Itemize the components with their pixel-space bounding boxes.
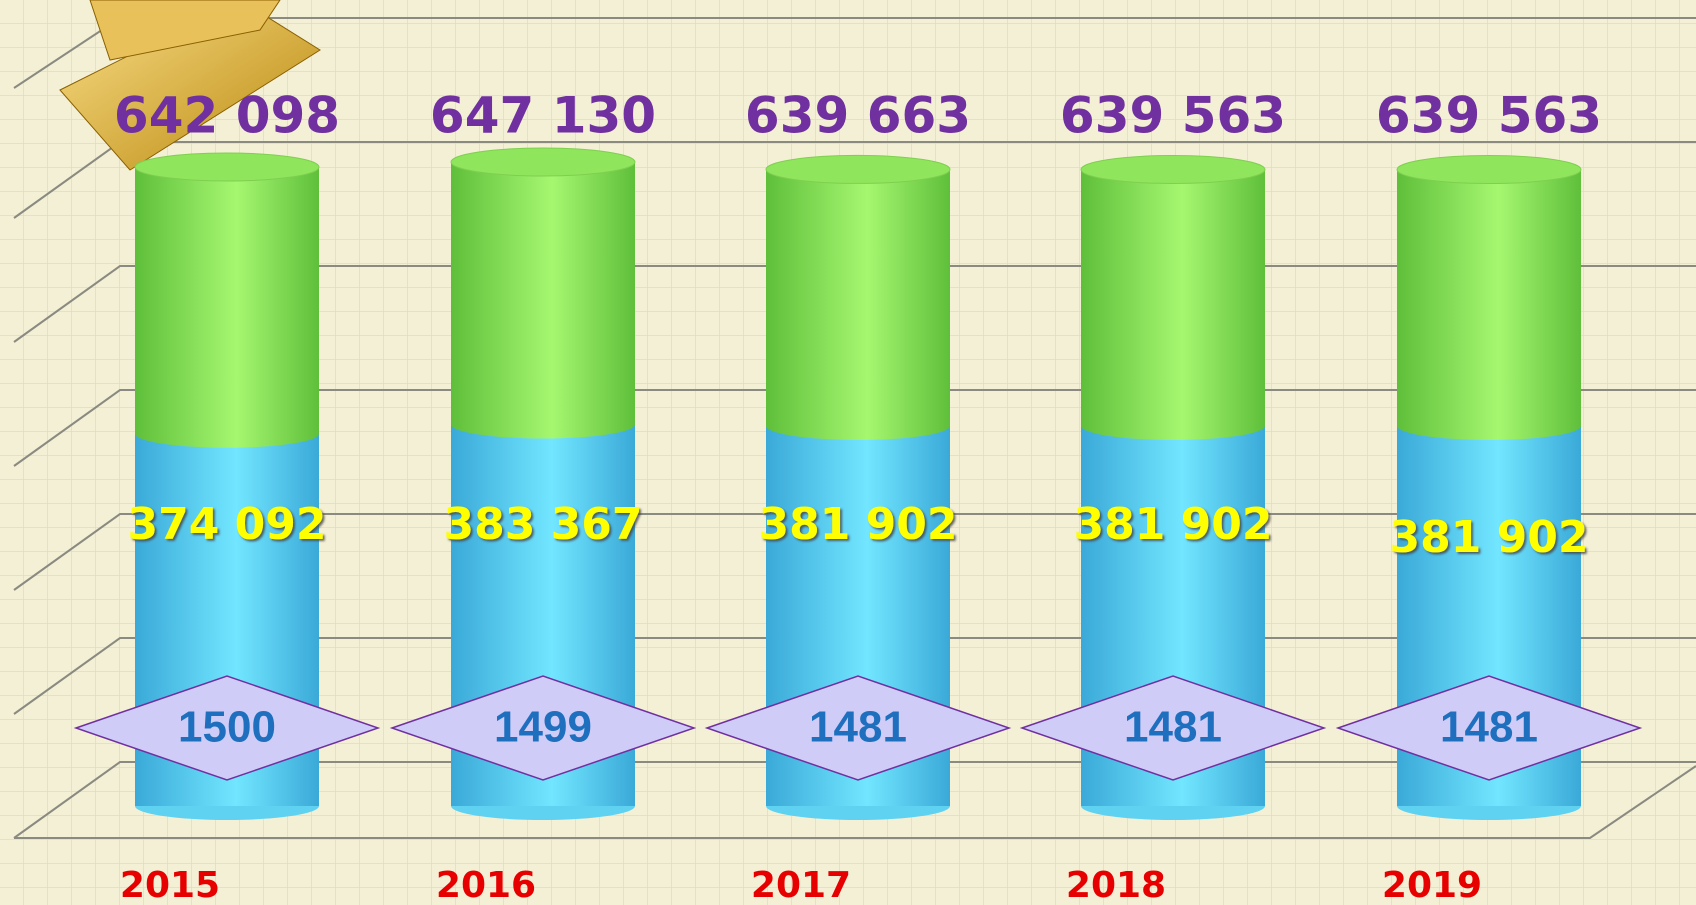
value-label: 383 367 — [443, 499, 642, 550]
segment-join — [451, 410, 635, 438]
value-label: 381 902 — [758, 499, 957, 550]
x-tick-label: 2017 — [751, 865, 851, 905]
total-label: 639 563 — [1060, 87, 1286, 145]
count-label: 1481 — [1124, 703, 1222, 752]
total-label: 639 563 — [1376, 87, 1602, 145]
value-label: 374 092 — [127, 499, 326, 550]
x-tick-label: 2019 — [1382, 865, 1482, 905]
x-tick-label: 2016 — [436, 865, 536, 905]
x-tick-label: 2015 — [120, 865, 220, 905]
total-label: 639 663 — [745, 87, 971, 145]
bar-segment-total — [1397, 170, 1581, 426]
cylinder-top — [766, 155, 950, 183]
segment-join — [1081, 412, 1265, 440]
bar-segment-total — [1081, 170, 1265, 426]
segment-join — [766, 412, 950, 440]
value-label: 381 902 — [1389, 512, 1588, 563]
bar-segment-total — [135, 167, 319, 434]
count-label: 1499 — [494, 703, 592, 752]
total-label: 642 098 — [114, 87, 340, 145]
bar-segment-total — [451, 162, 635, 424]
segment-join — [135, 420, 319, 448]
cylinder-top — [135, 153, 319, 181]
bar-segment-total — [766, 169, 950, 426]
value-label: 381 902 — [1073, 499, 1272, 550]
chart: 642 098 374 092 1500 2015 647 130 383 367 1499… — [0, 0, 1696, 905]
x-tick-label: 2018 — [1066, 865, 1166, 905]
segment-join — [1397, 412, 1581, 440]
total-label: 647 130 — [430, 87, 656, 145]
cylinder-top — [1081, 156, 1265, 184]
count-label: 1500 — [178, 703, 276, 752]
cylinder-top — [451, 148, 635, 176]
cylinder-top — [1397, 156, 1581, 184]
count-label: 1481 — [809, 703, 907, 752]
count-label: 1481 — [1440, 703, 1538, 752]
page: 642 098 374 092 1500 2015 647 130 383 367 1499… — [0, 0, 1696, 905]
